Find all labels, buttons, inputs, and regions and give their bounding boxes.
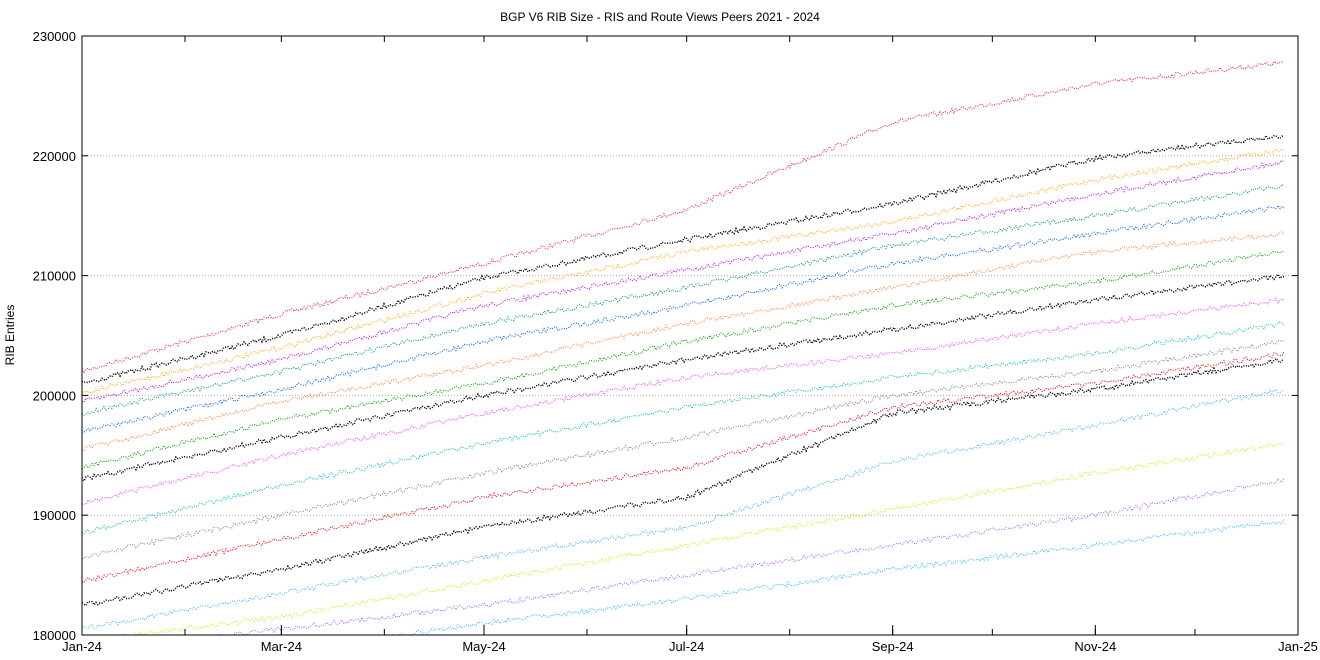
x-tick-label: Nov-24 xyxy=(1074,639,1116,654)
series-trace xyxy=(82,388,1285,630)
series-trace xyxy=(82,133,1285,384)
series-16 xyxy=(219,477,1285,635)
series-5 xyxy=(82,204,1285,434)
x-tick-label: Mar-24 xyxy=(261,639,302,654)
series-15 xyxy=(113,442,1285,635)
gridlines xyxy=(82,155,1298,516)
series-8 xyxy=(82,272,1284,483)
series-trace xyxy=(82,272,1284,483)
series-11 xyxy=(82,339,1285,560)
x-tick-label: Jan-24 xyxy=(62,639,102,654)
y-axis-label: RIB Entries xyxy=(3,305,17,366)
series-10 xyxy=(82,321,1285,535)
series-14 xyxy=(82,388,1285,630)
series-trace xyxy=(82,60,1285,375)
series-trace xyxy=(82,204,1285,434)
series-trace xyxy=(82,183,1285,416)
series-trace xyxy=(82,321,1285,535)
axes: 180000 190000 200000 210000 220000 230000 Jan-… xyxy=(33,29,1318,654)
series-6 xyxy=(82,231,1285,452)
series-1 xyxy=(82,133,1285,384)
x-tick-label: Jul-24 xyxy=(669,639,704,654)
series-trace xyxy=(219,477,1285,635)
y-tick-label: 200000 xyxy=(33,388,76,403)
series-trace xyxy=(82,159,1285,404)
y-tick-label: 180000 xyxy=(33,628,76,643)
series-4 xyxy=(82,183,1285,416)
x-tick-label: May-24 xyxy=(462,639,505,654)
chart-title: BGP V6 RIB Size - RIS and Route Views Pe… xyxy=(500,10,820,24)
y-tick-label: 220000 xyxy=(33,149,76,164)
series-trace xyxy=(82,231,1285,452)
series-7 xyxy=(82,250,1285,470)
y-tick-label: 190000 xyxy=(33,508,76,523)
series-trace xyxy=(113,442,1285,635)
y-tick-label: 210000 xyxy=(33,269,76,284)
series-trace xyxy=(82,148,1285,395)
series-2 xyxy=(82,148,1285,395)
series-3 xyxy=(82,159,1285,404)
series-trace xyxy=(82,250,1285,470)
series-trace xyxy=(82,339,1285,560)
x-tick-label: Sep-24 xyxy=(872,639,914,654)
series-trace xyxy=(82,297,1285,506)
plot-frame xyxy=(81,35,1299,636)
series-12 xyxy=(82,351,1285,584)
series-group xyxy=(82,60,1285,635)
x-tick-label: Jan-25 xyxy=(1278,639,1318,654)
series-9 xyxy=(82,297,1285,506)
series-0 xyxy=(82,60,1285,375)
y-tick-label: 230000 xyxy=(33,29,76,44)
series-trace xyxy=(82,351,1285,584)
